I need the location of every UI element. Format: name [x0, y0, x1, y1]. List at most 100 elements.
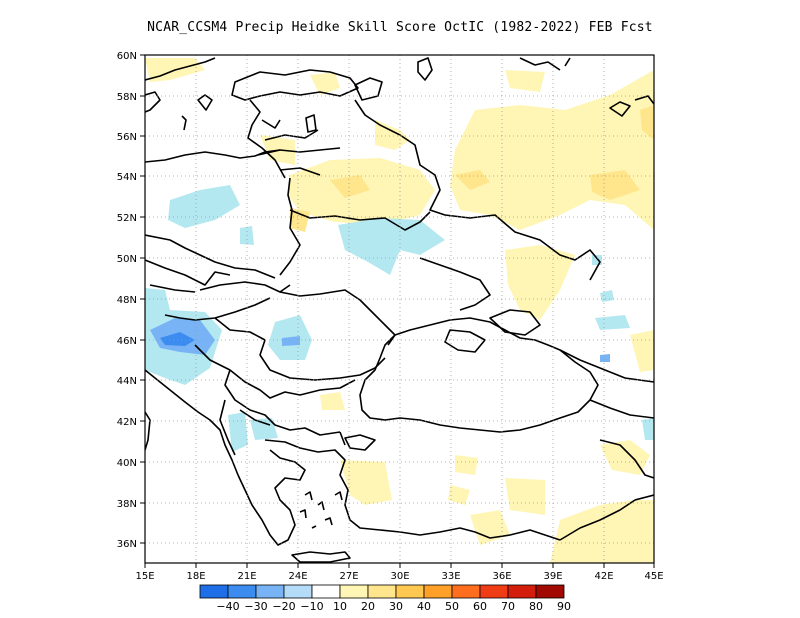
lake-peipus [305, 114, 317, 133]
positive-skill-area [450, 70, 654, 230]
marmara-sea [344, 434, 376, 451]
colorbar-label: −20 [272, 600, 295, 613]
colorbar-label: 80 [529, 600, 543, 613]
colorbar-swatch [535, 584, 565, 599]
latitude-labels: 36N 38N 40N 42N 44N 46N 48N 50N 52N 54N … [117, 51, 137, 550]
colorbar-swatch [255, 584, 285, 599]
lon-label: 36E [492, 571, 511, 582]
positive-skill-area-strong [640, 105, 654, 140]
slovakia-borders [149, 281, 291, 293]
hungary-borders [164, 297, 271, 341]
aegean-islands [299, 491, 343, 529]
graticule [145, 55, 654, 563]
ukraine-borders [279, 257, 491, 346]
lon-label: 42E [594, 571, 613, 582]
positive-skill-area [470, 510, 510, 545]
colorbar-label: 40 [417, 600, 431, 613]
colorbar-label: −40 [216, 600, 239, 613]
colorbar-label: 60 [473, 600, 487, 613]
colorbar-swatch [339, 584, 369, 599]
negative-skill-area-strong [282, 336, 300, 346]
lat-label: 54N [117, 172, 137, 183]
lat-label: 38N [117, 499, 137, 510]
longitude-labels: 15E 18E 21E 24E 27E 30E 33E 36E 39E 42E … [135, 571, 663, 582]
colorbar-swatch [311, 584, 341, 599]
colorbar-label: 70 [501, 600, 515, 613]
lat-label: 56N [117, 132, 137, 143]
lon-label: 21E [237, 571, 256, 582]
negative-skill-area [338, 218, 445, 275]
turkey-east-borders [559, 439, 654, 541]
central-europe-borders [145, 234, 276, 286]
white-sea-coast [519, 57, 571, 71]
lon-label: 45E [644, 571, 663, 582]
lat-label: 36N [117, 539, 137, 550]
oland-island [181, 115, 187, 131]
turkey-south-coastline [379, 527, 561, 541]
lon-label: 15E [135, 571, 154, 582]
lat-label: 58N [117, 92, 137, 103]
negative-skill-area [592, 255, 602, 265]
colorbar-label: 20 [361, 600, 375, 613]
colorbar-label: 50 [445, 600, 459, 613]
lat-label: 52N [117, 213, 137, 224]
positive-skill-area [505, 478, 545, 515]
positive-skill-area [320, 392, 345, 410]
baltic-states-coastline [247, 99, 286, 179]
scandinavia-coastline [145, 57, 216, 113]
positive-skill-area [600, 440, 650, 475]
volga-reservoir [634, 95, 654, 105]
positive-skill-area [310, 72, 340, 95]
caucasus-borders [559, 349, 654, 419]
negative-skill-area-strongest [160, 332, 195, 346]
colorbar-swatch [283, 584, 313, 599]
positive-skill-area-strong [590, 170, 640, 200]
romania-borders [259, 339, 386, 381]
negative-skill-area-strong [600, 354, 610, 362]
positive-skill-area-strong [290, 208, 310, 232]
gotland-island [197, 94, 213, 111]
map-title: NCAR_CCSM4 Precip Heidke Skill Score Oct… [147, 20, 653, 35]
lon-label: 30E [390, 571, 409, 582]
positive-skill-area [550, 500, 654, 563]
finland-coastline [231, 69, 359, 101]
lat-label: 44N [117, 376, 137, 387]
baltic-borders [257, 129, 341, 176]
negative-skill-area [250, 418, 278, 440]
balkan-borders [194, 344, 356, 436]
colorbar-label: −10 [300, 600, 323, 613]
negative-skill-area [642, 418, 654, 440]
colorbar-swatch [395, 584, 425, 599]
lake-ladoga [354, 77, 383, 101]
colorbar-swatch [227, 584, 257, 599]
lon-label: 39E [543, 571, 562, 582]
poland-east-border [279, 177, 301, 276]
lat-label: 40N [117, 458, 137, 469]
belarus-south-border [289, 209, 431, 231]
lat-label: 46N [117, 336, 137, 347]
poland-coastline [145, 149, 281, 163]
aegean-coastline [264, 439, 381, 531]
lat-label: 42N [117, 417, 137, 428]
lon-label: 27E [339, 571, 358, 582]
colorbar-label: 90 [557, 600, 571, 613]
negative-skill-area [595, 315, 630, 330]
lon-label: 24E [288, 571, 307, 582]
rybinsk-reservoir [609, 101, 631, 117]
colorbar-swatch [451, 584, 481, 599]
axis-ticks [140, 54, 655, 568]
lon-label: 33E [441, 571, 460, 582]
lat-label: 50N [117, 254, 137, 265]
adriatic-coastline [145, 369, 239, 476]
colorbar-swatch [507, 584, 537, 599]
positive-skill-area [448, 485, 470, 505]
negative-skill-area [168, 185, 240, 228]
positive-skill-area-strong [455, 170, 490, 190]
lat-label: 60N [117, 51, 137, 62]
lake-onega [417, 57, 433, 81]
positive-skill-area [505, 245, 575, 320]
colorbar-swatch [479, 584, 509, 599]
positive-skill-area-strong [330, 175, 370, 198]
score-shading [145, 58, 654, 563]
